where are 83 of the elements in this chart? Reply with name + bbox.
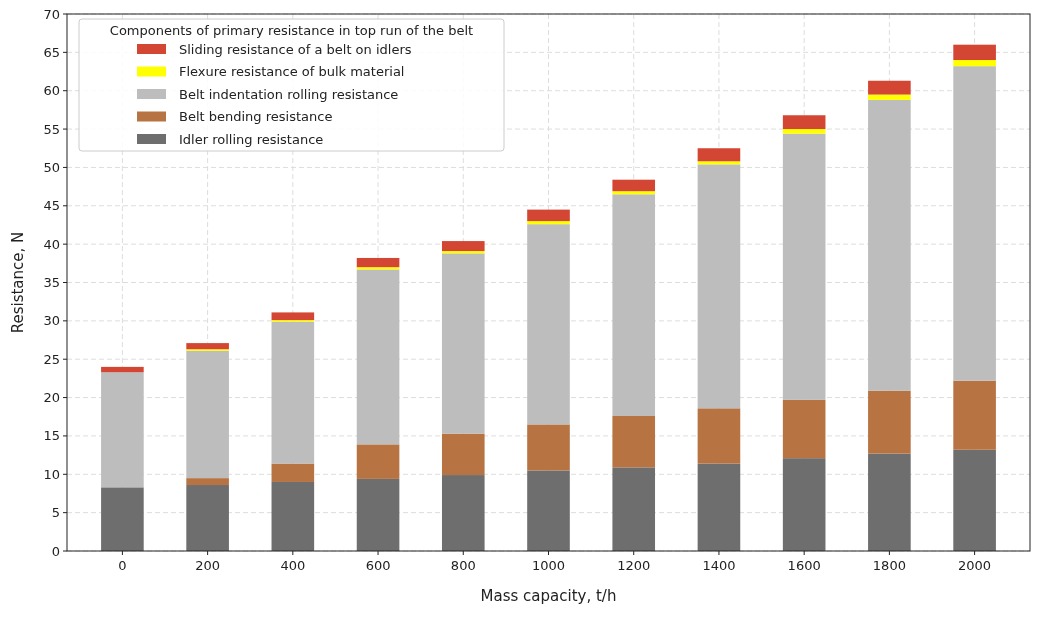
x-tick-label: 600	[365, 558, 391, 573]
bar	[527, 424, 570, 471]
y-tick-label: 45	[43, 198, 60, 214]
bar	[953, 44, 996, 61]
legend-label: Idler rolling resistance	[179, 131, 324, 147]
x-tick-label: 1000	[531, 558, 566, 573]
bar	[527, 209, 570, 222]
legend-label: Belt indentation rolling resistance	[179, 86, 399, 102]
y-tick-label: 0	[51, 543, 60, 559]
y-tick-label: 25	[43, 351, 60, 367]
bar	[868, 80, 911, 95]
bar	[356, 257, 400, 268]
bar	[868, 390, 911, 454]
y-tick-label: 60	[43, 83, 60, 99]
bar	[782, 133, 826, 400]
x-tick-label: 800	[450, 558, 476, 573]
y-tick-label: 65	[43, 44, 60, 60]
x-tick-label: 400	[280, 558, 306, 573]
bar	[612, 194, 656, 416]
x-tick-label: 0	[118, 558, 127, 573]
bar	[271, 321, 315, 464]
bar	[441, 241, 485, 252]
bar	[271, 481, 315, 551]
bar	[782, 115, 826, 130]
bar	[953, 380, 996, 450]
bar	[356, 444, 400, 479]
x-tick-label: 1400	[702, 558, 736, 573]
y-tick-label: 35	[43, 275, 60, 291]
bar	[271, 312, 315, 321]
bar	[186, 485, 229, 551]
bar	[953, 60, 996, 67]
x-tick-label: 1800	[872, 558, 906, 573]
legend-label: Belt bending resistance	[179, 109, 333, 125]
bar	[612, 179, 656, 192]
bar	[868, 94, 911, 100]
y-tick-label: 70	[43, 6, 60, 22]
bar	[782, 458, 826, 551]
y-tick-label: 30	[43, 313, 60, 329]
bar	[697, 164, 741, 409]
legend-title: Components of primary resistance in top run of the belt	[109, 23, 474, 38]
bar	[612, 191, 656, 195]
bar	[356, 478, 400, 551]
legend-label: Sliding resistance of a belt on idlers	[179, 41, 412, 57]
x-tick-label: 2000	[958, 558, 992, 573]
bar	[441, 253, 485, 434]
bar	[356, 269, 400, 445]
y-tick-label: 15	[43, 428, 60, 444]
x-tick-label: 1200	[617, 558, 651, 573]
y-tick-label: 40	[43, 236, 60, 252]
x-tick-label: 200	[195, 558, 221, 573]
bar	[527, 224, 570, 425]
y-tick-label: 10	[43, 466, 60, 482]
bar	[612, 467, 656, 551]
x-tick-label: 1600	[787, 558, 821, 573]
bar	[612, 415, 656, 468]
bar	[697, 463, 741, 551]
bar	[186, 343, 229, 350]
bar	[186, 350, 229, 479]
bar	[697, 408, 741, 464]
bar	[782, 129, 826, 134]
bar	[101, 487, 144, 551]
bar	[868, 99, 911, 391]
bar	[186, 478, 229, 486]
x-axis-title: Mass capacity, t/h	[480, 587, 617, 605]
bar	[527, 470, 570, 551]
bar	[441, 433, 485, 476]
bar	[782, 399, 826, 459]
y-tick-label: 20	[43, 390, 60, 406]
y-axis-title: Resistance, N	[9, 231, 27, 334]
y-tick-label: 5	[51, 505, 60, 521]
bar	[441, 475, 485, 551]
y-tick-label: 50	[43, 159, 60, 175]
bar	[868, 453, 911, 551]
bar	[953, 449, 996, 551]
bar	[697, 161, 741, 165]
bar	[101, 372, 144, 488]
bar	[953, 66, 996, 381]
bar	[271, 463, 315, 482]
bar	[697, 148, 741, 162]
bar	[101, 366, 144, 373]
y-tick-label: 55	[43, 121, 60, 137]
bar	[527, 221, 570, 225]
legend-label: Flexure resistance of bulk material	[179, 64, 405, 80]
